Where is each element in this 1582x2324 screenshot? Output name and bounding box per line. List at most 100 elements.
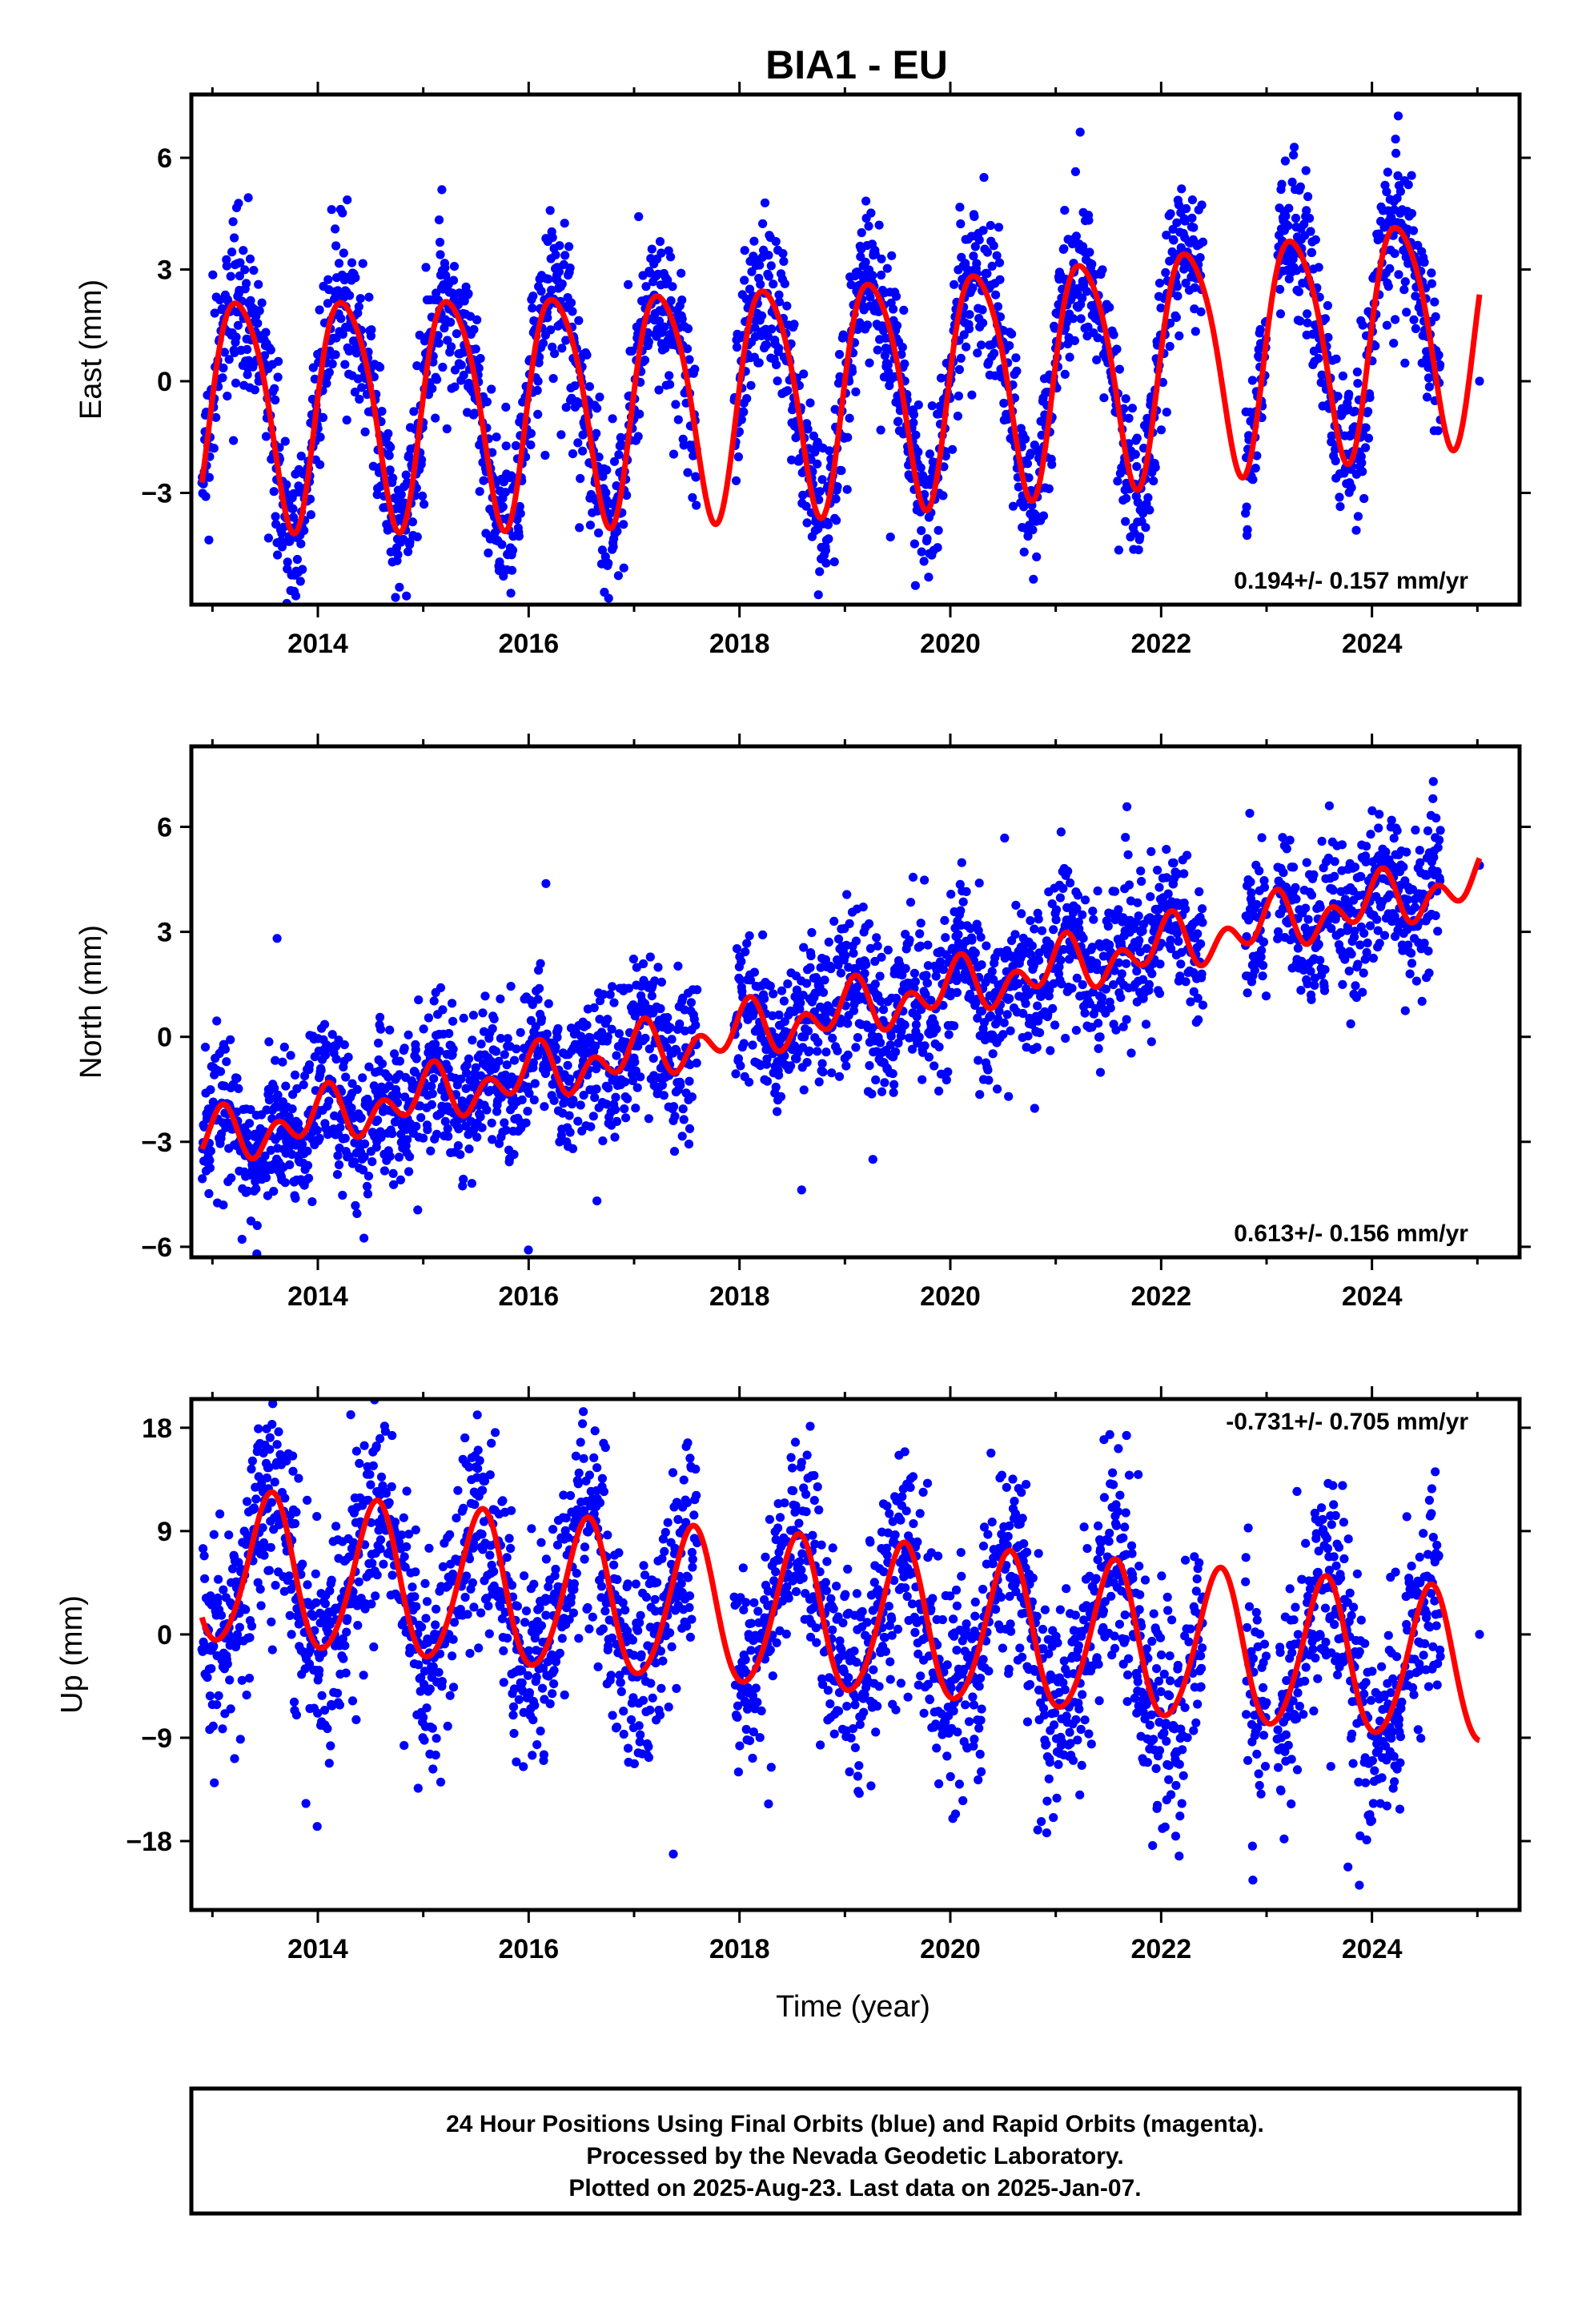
- north-point: [962, 887, 971, 896]
- north-point: [1124, 880, 1134, 890]
- north-point: [886, 1031, 896, 1041]
- east-point: [1121, 517, 1130, 526]
- east-point: [989, 241, 998, 251]
- north-point: [530, 1079, 540, 1088]
- north-point: [1146, 846, 1156, 856]
- north-point: [503, 1034, 512, 1043]
- north-point: [604, 1084, 613, 1093]
- east-point: [616, 432, 625, 443]
- north-point: [598, 1136, 608, 1146]
- east-point: [350, 388, 359, 397]
- east-y-tick-label: −3: [141, 479, 172, 509]
- north-point: [883, 945, 893, 955]
- north-point: [922, 979, 933, 988]
- north-point: [444, 1064, 453, 1074]
- north-point: [1291, 883, 1300, 892]
- north-point: [341, 1072, 351, 1082]
- north-point: [941, 933, 950, 943]
- north-point: [568, 1096, 578, 1105]
- east-y-tick-label: 6: [157, 143, 172, 174]
- north-point: [477, 1123, 487, 1132]
- east-point: [360, 427, 370, 436]
- north-point: [636, 1072, 645, 1082]
- north-point: [877, 952, 886, 962]
- north-point: [603, 1015, 612, 1024]
- north-point: [347, 1079, 357, 1088]
- north-point: [956, 906, 966, 915]
- east-point: [434, 339, 444, 348]
- east-point: [323, 275, 333, 284]
- north-point: [657, 1080, 668, 1090]
- east-point: [1320, 314, 1331, 324]
- east-point: [345, 291, 355, 300]
- north-point: [1094, 1019, 1103, 1028]
- north-point: [987, 967, 997, 976]
- north-point: [1105, 940, 1114, 950]
- east-point: [1181, 278, 1191, 288]
- east-point: [277, 542, 287, 552]
- north-point: [292, 1084, 302, 1094]
- east-point: [640, 356, 650, 365]
- east-point: [271, 512, 280, 521]
- east-point: [1335, 493, 1344, 502]
- north-point: [1174, 936, 1183, 946]
- north-point: [436, 983, 446, 992]
- east-point: [1403, 180, 1413, 190]
- east-point: [507, 565, 517, 575]
- east-point: [900, 359, 909, 368]
- east-point: [201, 492, 211, 501]
- east-point: [543, 313, 552, 323]
- north-point: [411, 1045, 420, 1055]
- north-point: [1088, 907, 1098, 916]
- east-point: [868, 271, 877, 280]
- north-point: [1049, 925, 1058, 935]
- north-point: [1114, 905, 1123, 915]
- east-point: [1070, 167, 1080, 176]
- east-point: [917, 547, 926, 557]
- north-point: [340, 1133, 350, 1143]
- north-point: [444, 1028, 454, 1039]
- east-point: [647, 244, 656, 254]
- east-point: [574, 398, 584, 408]
- north-point: [596, 1027, 607, 1037]
- north-point: [638, 959, 648, 969]
- north-point: [609, 998, 619, 1007]
- east-point: [1008, 501, 1018, 511]
- north-point: [891, 1047, 901, 1057]
- east-point: [501, 402, 511, 412]
- north-point: [950, 1021, 959, 1031]
- east-point: [604, 593, 613, 603]
- north-point: [1110, 887, 1120, 896]
- east-point: [740, 246, 749, 255]
- east-point: [1038, 511, 1049, 521]
- east-point: [230, 233, 239, 243]
- north-point: [1324, 801, 1334, 810]
- north-point: [943, 1067, 953, 1077]
- east-point: [511, 440, 521, 451]
- north-point: [1289, 862, 1299, 872]
- east-point: [877, 254, 886, 263]
- east-point: [1105, 303, 1114, 312]
- north-point: [429, 996, 439, 1006]
- east-point: [218, 373, 227, 383]
- north-point: [270, 1084, 279, 1093]
- north-point: [1097, 993, 1107, 1003]
- east-point: [545, 206, 555, 215]
- east-point: [897, 350, 906, 360]
- east-point: [210, 308, 219, 318]
- east-point: [1029, 574, 1038, 584]
- north-point: [500, 1118, 509, 1128]
- north-point: [246, 1105, 255, 1115]
- east-point: [375, 363, 385, 372]
- north-point: [352, 1208, 362, 1218]
- north-point: [1137, 877, 1146, 887]
- east-point: [249, 266, 259, 275]
- north-point: [631, 1104, 640, 1113]
- north-point: [362, 1181, 372, 1191]
- north-point: [551, 1042, 560, 1051]
- north-point: [1006, 1026, 1015, 1035]
- north-point: [428, 1089, 437, 1099]
- north-point: [468, 1035, 477, 1045]
- east-point: [779, 256, 789, 266]
- north-point: [246, 1216, 256, 1226]
